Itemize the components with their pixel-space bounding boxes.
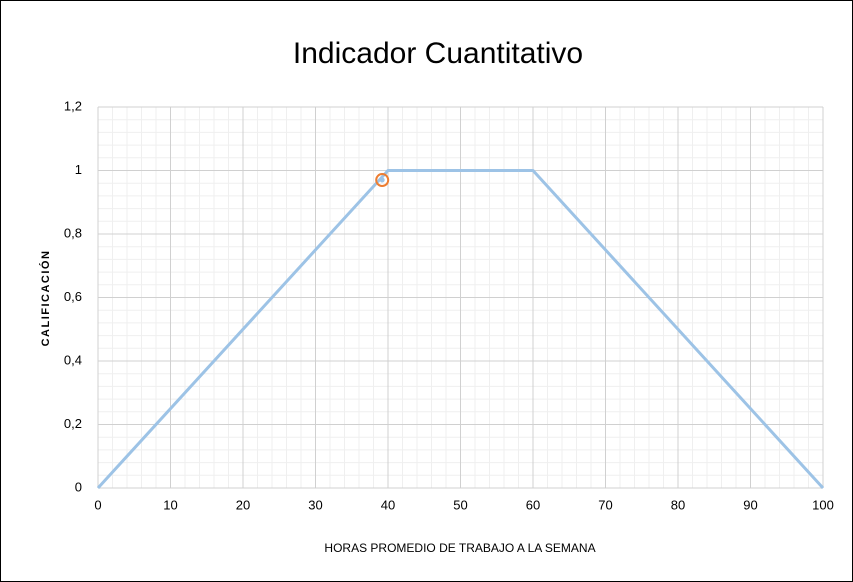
x-tick-label: 60 xyxy=(526,497,540,512)
y-tick-label: 0,2 xyxy=(64,416,82,431)
y-axis-label: CALIFICACIÓN xyxy=(39,250,52,347)
y-tick-label: 0,6 xyxy=(64,289,82,304)
marker xyxy=(375,173,390,188)
x-tick-label: 70 xyxy=(598,497,612,512)
x-tick-label: 100 xyxy=(812,497,834,512)
x-tick-label: 20 xyxy=(236,497,250,512)
y-tick-label: 0,8 xyxy=(64,225,82,240)
x-tick-label: 30 xyxy=(308,497,322,512)
x-tick-label: 40 xyxy=(381,497,395,512)
y-tick-label: 0 xyxy=(75,479,82,494)
line xyxy=(96,169,825,490)
chart-title: Indicador Cuantitativo xyxy=(293,37,583,70)
marker-core xyxy=(379,177,385,183)
x-tick-label: 0 xyxy=(94,497,101,512)
y-tick-label: 1 xyxy=(75,162,82,177)
x-tick-label: 90 xyxy=(743,497,757,512)
x-tick-label: 10 xyxy=(163,497,177,512)
x-axis-label: HORAS PROMEDIO DE TRABAJO A LA SEMANA xyxy=(324,541,595,555)
y-tick-label: 0,4 xyxy=(64,352,82,367)
x-tick-label: 80 xyxy=(671,497,685,512)
y-tick-label: 1,2 xyxy=(64,98,82,113)
x-tick-label: 50 xyxy=(453,497,467,512)
